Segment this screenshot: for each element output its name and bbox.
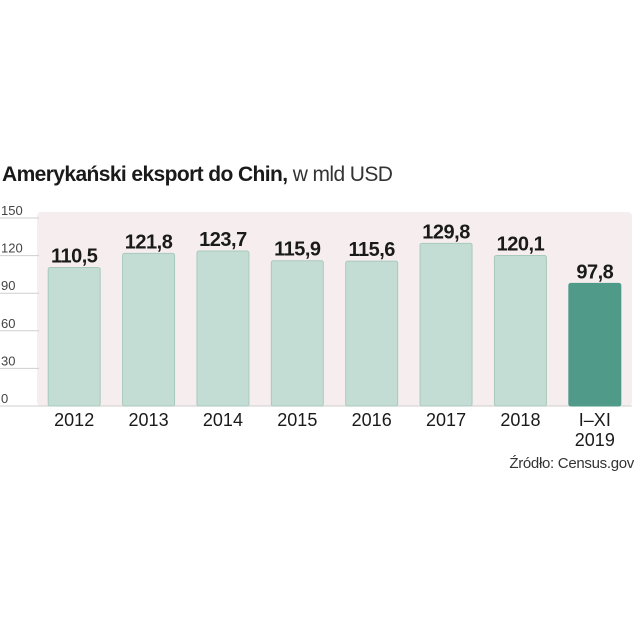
x-tick-label: I–XI [579, 410, 611, 430]
x-tick-label: 2019 [575, 430, 615, 450]
chart-title-main: Amerykański eksport do Chin, [2, 163, 287, 186]
bar-chart: 0 30 60 90 120 150 110,5 2012 121,8 2013 123,7 2014… [0, 200, 640, 455]
bar [271, 261, 323, 406]
y-tick-label: 90 [1, 278, 15, 293]
y-tick-label: 150 [1, 203, 23, 218]
bar-value-label: 123,7 [199, 229, 247, 251]
source-note: Źródło: Census.gov [509, 455, 634, 472]
bar-value-label: 129,8 [422, 221, 470, 243]
bar-value-label: 115,9 [274, 239, 321, 261]
bar [346, 261, 398, 406]
bar-value-label: 121,8 [125, 231, 173, 253]
bar [569, 283, 621, 406]
x-tick-label: 2012 [54, 410, 94, 430]
x-tick-label: 2018 [500, 410, 540, 430]
bar [123, 253, 175, 406]
y-tick-label: 60 [1, 316, 15, 331]
bar-value-label: 120,1 [497, 233, 545, 255]
x-tick-label: 2013 [129, 410, 169, 430]
x-tick-label: 2017 [426, 410, 466, 430]
bar [48, 268, 100, 406]
x-tick-label: 2014 [203, 410, 243, 430]
bar-value-label: 115,6 [348, 239, 395, 261]
bar [197, 251, 249, 406]
bar [494, 255, 546, 406]
chart-title-unit: w mld USD [293, 163, 393, 186]
x-tick-label: 2016 [352, 410, 392, 430]
bar [420, 243, 472, 406]
bar-value-label: 110,5 [51, 246, 98, 268]
y-tick-label: 120 [1, 241, 23, 256]
bar-value-label: 97,8 [576, 261, 613, 283]
x-tick-label: 2015 [277, 410, 317, 430]
y-tick-label: 0 [1, 391, 8, 406]
y-tick-label: 30 [1, 353, 15, 368]
chart-title: Amerykański eksport do Chin, w mld USD [2, 163, 392, 187]
